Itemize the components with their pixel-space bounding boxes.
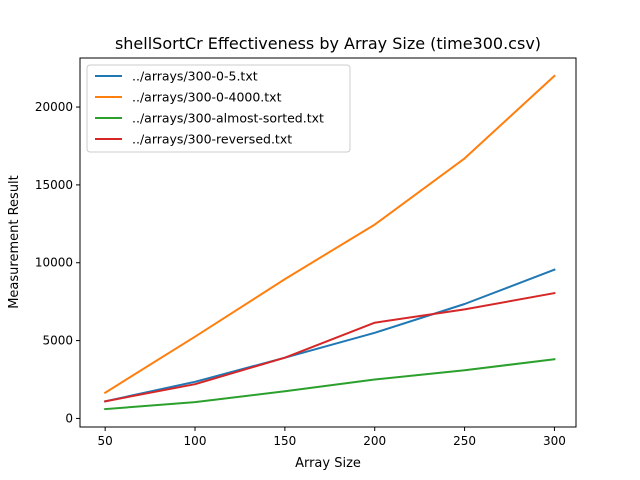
x-tick-label: 250 [453, 434, 476, 448]
y-tick-label: 0 [65, 411, 73, 425]
chart-title: shellSortCr Effectiveness by Array Size … [115, 34, 541, 53]
plot-lines [103, 74, 556, 411]
legend-frame [86, 64, 351, 153]
y-tick-label: 10000 [35, 256, 73, 270]
y-axis: 0 5000 10000 15000 20000 [35, 100, 80, 425]
y-tick-label: 20000 [35, 100, 73, 114]
plot-area-frame [79, 57, 577, 428]
legend-label-1: ../arrays/300-0-4000.txt [132, 90, 282, 105]
x-tick-label: 300 [543, 434, 566, 448]
series-line-2 [104, 358, 556, 411]
series-line-1 [103, 74, 556, 395]
series-line-3 [104, 291, 556, 403]
y-tick-label: 15000 [35, 178, 73, 192]
legend-label-0: ../arrays/300-0-5.txt [132, 69, 258, 84]
y-tick-label: 5000 [42, 334, 73, 348]
legend: ../arrays/300-0-5.txt ../arrays/300-0-400… [86, 64, 351, 153]
legend-label-2: ../arrays/300-almost-sorted.txt [132, 111, 324, 126]
x-tick-label: 100 [184, 434, 207, 448]
x-tick-label: 50 [98, 434, 113, 448]
legend-label-3: ../arrays/300-reversed.txt [132, 132, 292, 147]
y-axis-label: Measurement Result [7, 175, 22, 309]
series-line-0 [104, 268, 556, 403]
x-axis: 50 100 150 200 250 300 [98, 427, 566, 448]
x-axis-label: Array Size [295, 456, 361, 471]
x-tick-label: 150 [273, 434, 296, 448]
x-tick-label: 200 [363, 434, 386, 448]
